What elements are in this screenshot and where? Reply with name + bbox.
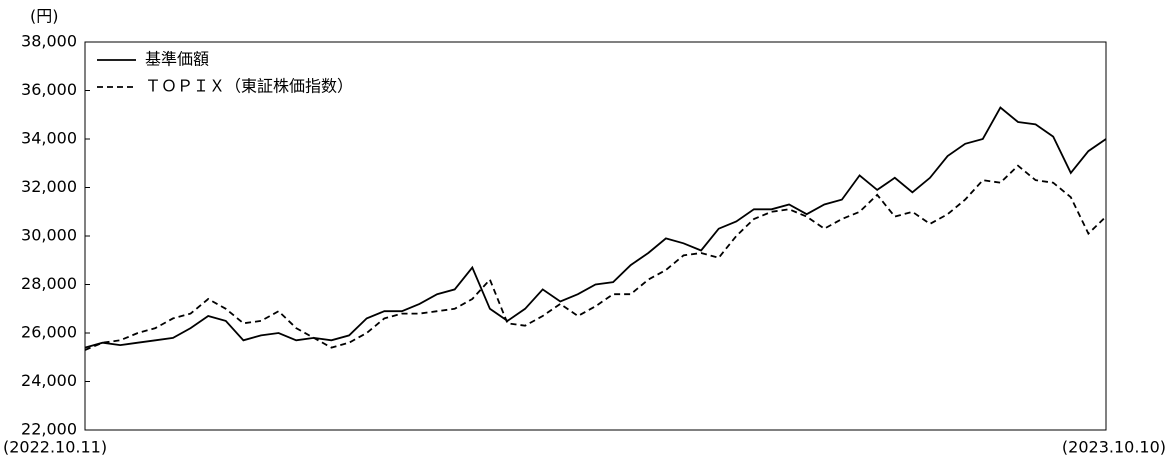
y-tick-label: 30,000: [21, 226, 77, 245]
y-tick-label: 34,000: [21, 129, 77, 148]
y-tick-label: 26,000: [21, 323, 77, 342]
series-line: [84, 164, 1107, 351]
x-tick-label: (2023.10.10): [1062, 438, 1166, 457]
plot-frame: [84, 41, 1107, 431]
y-tick-label: 22,000: [21, 420, 77, 439]
y-axis-label: (円): [30, 7, 59, 26]
series-line: [84, 106, 1107, 349]
y-tick-label: 32,000: [21, 177, 77, 196]
legend-label: 基準価額: [145, 50, 209, 69]
legend-label: ＴＯＰＩＸ（東証株価指数）: [145, 77, 353, 96]
y-tick-label: 24,000: [21, 371, 77, 390]
y-tick-label: 28,000: [21, 274, 77, 293]
y-tick-label: 38,000: [21, 32, 77, 51]
y-tick-label: 36,000: [21, 80, 77, 99]
x-tick-label: (2022.10.11): [3, 438, 107, 457]
